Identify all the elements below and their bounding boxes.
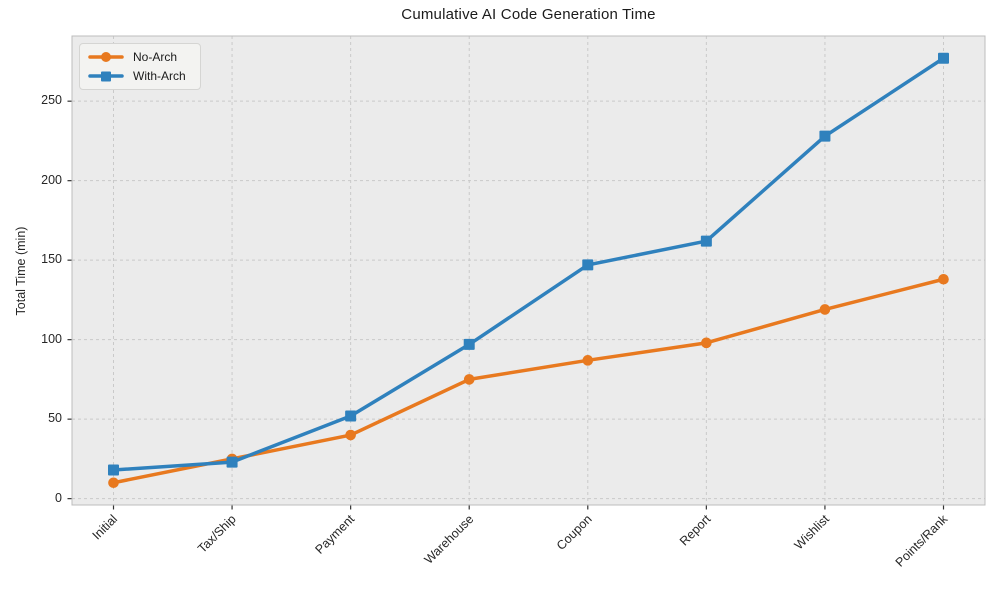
plot-area: [72, 36, 985, 505]
legend-label: No-Arch: [133, 50, 178, 64]
data-point-marker: [345, 429, 356, 441]
data-point-marker: [700, 235, 712, 247]
data-point-marker: [108, 464, 119, 476]
y-tick-label: 150: [41, 252, 62, 267]
legend-marker-square-icon: [88, 71, 124, 82]
data-point-marker: [463, 374, 475, 385]
y-tick-label: 100: [41, 331, 62, 346]
y-tick-label: 50: [48, 411, 62, 426]
gridlines: [72, 36, 985, 505]
y-tick-label: 200: [41, 172, 62, 187]
data-point-marker: [938, 273, 949, 285]
data-point-marker: [938, 52, 949, 64]
legend-marker-circle-icon: [88, 52, 124, 62]
data-point-marker: [345, 410, 357, 422]
data-point-marker: [226, 456, 238, 468]
data-point-marker: [582, 355, 594, 366]
legend-entry: No-Arch: [88, 50, 186, 64]
data-point-marker: [463, 338, 475, 350]
y-tick-label: 250: [41, 93, 62, 108]
legend-label: With-Arch: [133, 69, 186, 83]
series-with-arch: [108, 52, 949, 476]
chart-title: Cumulative AI Code Generation Time: [401, 6, 656, 23]
series-line: [111, 56, 946, 472]
y-tick-label: 0: [55, 490, 62, 505]
data-point-marker: [582, 259, 594, 271]
data-point-marker: [819, 304, 831, 315]
data-point-marker: [108, 477, 119, 489]
axis-tick-marks: [67, 100, 945, 510]
data-point-marker: [701, 337, 712, 349]
legend-entry: With-Arch: [88, 69, 186, 83]
legend: No-Arch With-Arch: [79, 43, 201, 90]
data-point-marker: [819, 130, 831, 142]
plot-border: [71, 35, 986, 506]
